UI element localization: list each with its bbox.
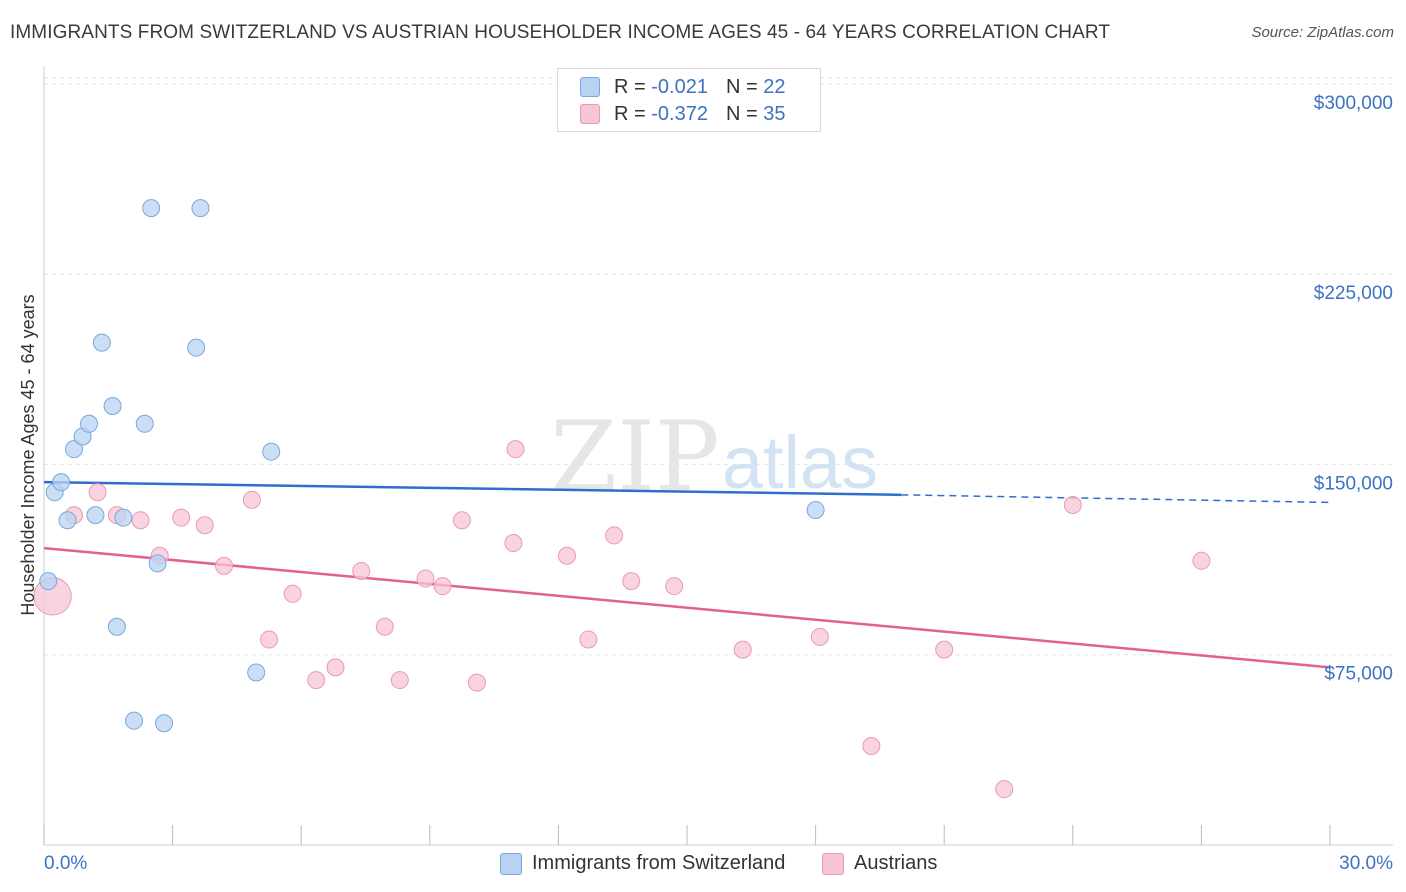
point-austrians [665, 577, 684, 596]
point-austrians [283, 584, 302, 603]
legend-item-austrians: Austrians [822, 852, 937, 875]
point-austrians [506, 440, 525, 459]
point-switzerland [92, 333, 111, 352]
point-switzerland [58, 511, 77, 530]
point-austrians [416, 569, 435, 588]
legend-n-label: N = [725, 102, 758, 125]
y-tick-label: $75,000 [1324, 664, 1393, 685]
point-austrians [810, 627, 829, 646]
point-austrians [172, 508, 191, 527]
legend-n-label: N = [725, 75, 758, 98]
watermark: ZIP atlas [550, 401, 878, 513]
legend-item-switzerland: Immigrants from Switzerland [500, 852, 785, 875]
watermark-atlas: atlas [722, 421, 878, 504]
y-tick-label: $150,000 [1314, 473, 1393, 494]
point-austrians [88, 483, 107, 502]
point-switzerland [155, 714, 174, 733]
point-austrians [935, 640, 954, 659]
legend-swatch-pink [580, 104, 600, 124]
legend-swatch-blue [500, 852, 522, 875]
point-austrians [260, 630, 279, 649]
chart-title: IMMIGRANTS FROM SWITZERLAND VS AUSTRIAN … [10, 22, 1111, 43]
trend-lines [43, 480, 1331, 669]
legend-swatch-blue [580, 77, 600, 97]
point-austrians [467, 673, 486, 692]
grid-lines [44, 77, 1393, 656]
legend-n-value: 35 [763, 102, 786, 125]
point-austrians [131, 511, 150, 530]
point-switzerland [103, 397, 122, 416]
point-switzerland [80, 414, 99, 433]
point-switzerland [125, 711, 144, 730]
point-switzerland [52, 473, 71, 492]
point-austrians [215, 556, 234, 575]
point-switzerland [135, 414, 154, 433]
point-switzerland [191, 199, 210, 218]
y-tick-label: $300,000 [1314, 93, 1393, 114]
legend-r-label: R = [614, 102, 646, 125]
series-legend: Immigrants from Switzerland Austrians [0, 852, 1406, 878]
point-austrians [862, 737, 881, 756]
legend-r-value: -0.372 [651, 102, 708, 125]
point-switzerland [107, 617, 126, 636]
y-tick-label: $225,000 [1314, 283, 1393, 304]
point-austrians [557, 546, 576, 565]
point-austrians [579, 630, 598, 649]
point-switzerland [247, 663, 266, 682]
point-austrians [452, 511, 471, 530]
legend-item-label: Immigrants from Switzerland [532, 852, 786, 874]
point-austrians [995, 780, 1014, 799]
point-switzerland [142, 199, 161, 218]
point-austrians [1063, 495, 1082, 514]
point-austrians [622, 572, 641, 591]
point-switzerland [114, 508, 133, 527]
point-austrians [326, 658, 345, 677]
correlation-legend: R = -0.021 N = 22 R = -0.372 N = 35 [557, 68, 821, 132]
point-austrians [195, 516, 214, 535]
legend-row-austrians: R = -0.372 N = 35 [580, 101, 785, 127]
point-switzerland [187, 338, 206, 357]
trend-line-austrians [43, 546, 1331, 669]
legend-r-value: -0.021 [651, 75, 708, 98]
trend-line-switzerland [43, 480, 902, 497]
tick-labels: $75,000 $150,000 $225,000 $300,000 0.0% 30.0% [44, 93, 1393, 874]
point-switzerland [148, 554, 167, 573]
point-austrians [1192, 551, 1211, 570]
point-austrians [605, 526, 624, 545]
watermark-zip: ZIP [550, 401, 719, 513]
point-switzerland [262, 442, 281, 461]
point-switzerland [806, 501, 825, 520]
point-austrians [242, 490, 261, 509]
data-points [33, 199, 1211, 799]
x-tick-label: 0.0% [44, 853, 87, 874]
point-austrians [504, 534, 523, 553]
axes [43, 66, 1393, 846]
point-austrians [375, 617, 394, 636]
point-austrians [352, 561, 371, 580]
legend-swatch-pink [822, 852, 844, 875]
point-austrians [307, 671, 326, 690]
point-switzerland [86, 506, 105, 525]
point-austrians [390, 671, 409, 690]
point-switzerland [39, 572, 58, 591]
point-switzerland [65, 440, 84, 459]
legend-r-label: R = [614, 75, 646, 98]
y-axis-title: Householder Income Ages 45 - 64 years [18, 294, 38, 615]
x-tick-label: 30.0% [1339, 853, 1393, 874]
legend-item-label: Austrians [854, 852, 938, 874]
source-credit: Source: ZipAtlas.com [1251, 24, 1394, 41]
point-austrians [433, 577, 452, 596]
point-austrians [733, 640, 752, 659]
trend-line-switzerland-extension [901, 494, 1331, 504]
legend-n-value: 22 [763, 75, 786, 98]
legend-row-switzerland: R = -0.021 N = 22 [580, 74, 785, 100]
